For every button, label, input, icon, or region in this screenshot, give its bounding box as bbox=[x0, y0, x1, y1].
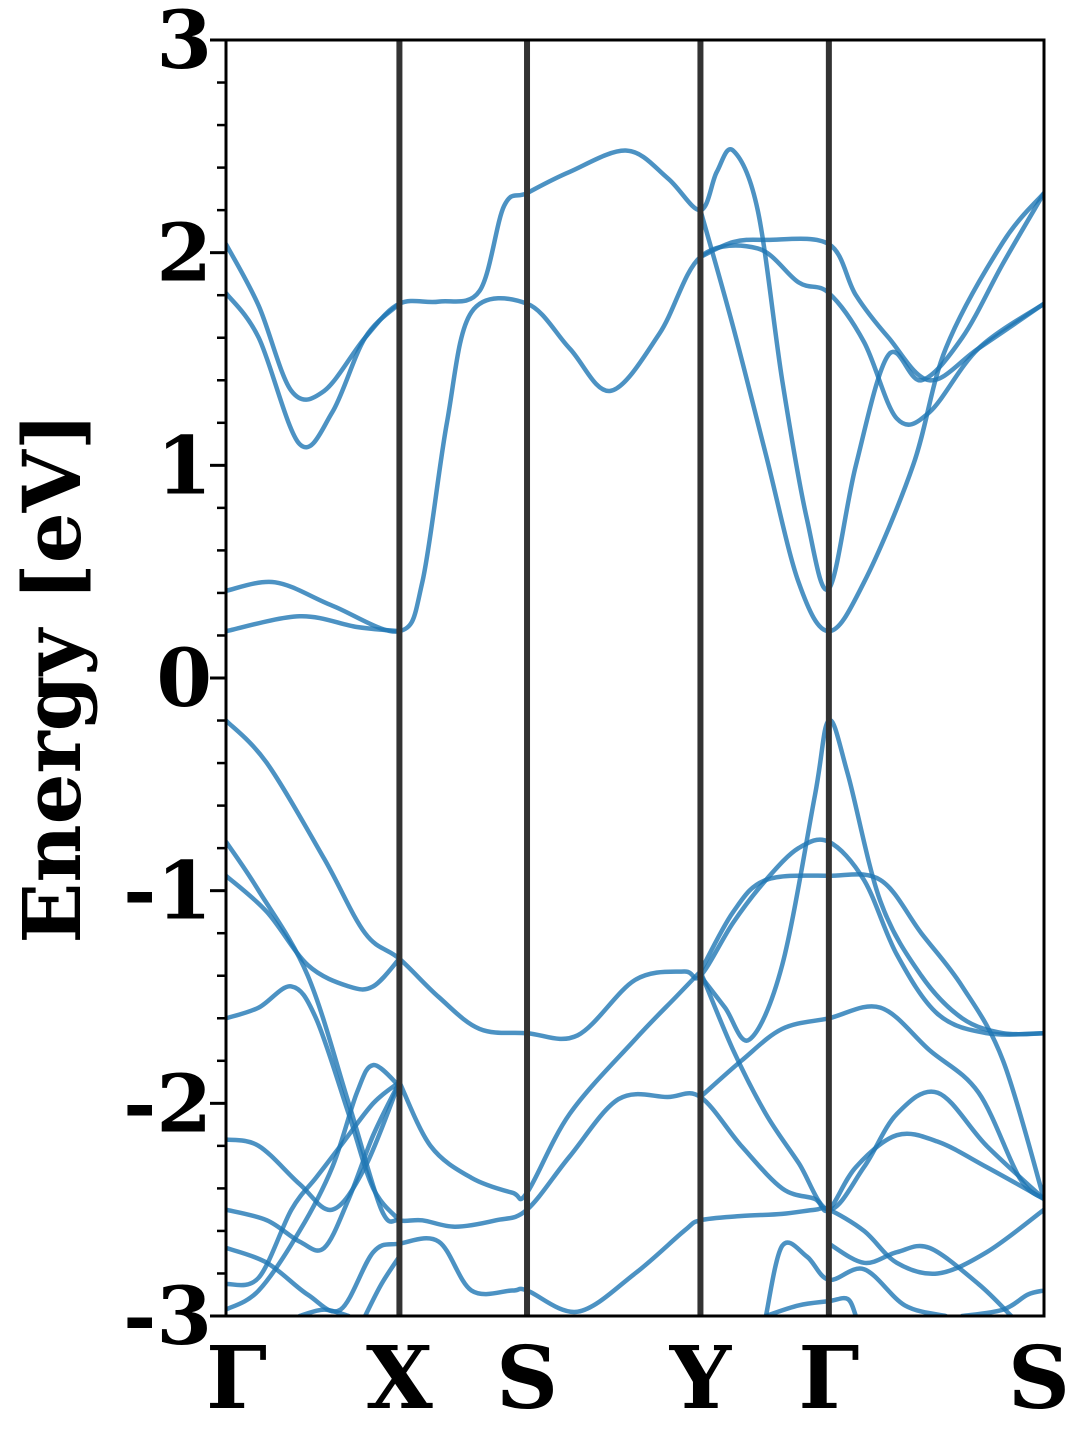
band-line-14 bbox=[698, 969, 1044, 1212]
band-line-25 bbox=[297, 1307, 351, 1316]
band-line-7 bbox=[226, 718, 1044, 1042]
band-line-4 bbox=[226, 290, 402, 450]
x-tick-label-1: Γ bbox=[206, 1328, 267, 1429]
x-tick-label-5: Γ bbox=[798, 1328, 859, 1429]
band-line-20 bbox=[226, 1062, 402, 1312]
x-tick-label-3: S bbox=[496, 1328, 558, 1429]
band-line-22 bbox=[763, 1295, 859, 1316]
y-tick-label-6: 2 bbox=[156, 206, 212, 300]
band-line-1 bbox=[226, 243, 1044, 634]
band-line-9 bbox=[226, 873, 402, 992]
band-line-12 bbox=[226, 984, 402, 1223]
y-tick-label-2: -2 bbox=[123, 1056, 212, 1150]
band-line-24 bbox=[959, 1288, 1044, 1316]
y-tick-label-3: -1 bbox=[123, 844, 212, 938]
band-line-8 bbox=[226, 839, 1044, 1229]
band-line-15 bbox=[698, 1004, 1044, 1202]
x-tick-label-2: X bbox=[366, 1328, 433, 1429]
band-line-23 bbox=[826, 1241, 1014, 1316]
band-line-2 bbox=[226, 614, 402, 634]
band-line-26 bbox=[362, 1254, 402, 1316]
band-line-18 bbox=[226, 1205, 1044, 1315]
band-line-17 bbox=[226, 1079, 402, 1253]
band-line-10 bbox=[698, 718, 1044, 1043]
y-tick-label-5: 1 bbox=[156, 418, 212, 512]
band-lines bbox=[226, 147, 1044, 1316]
band-line-19 bbox=[226, 1079, 402, 1288]
y-tick-label-1: -3 bbox=[123, 1269, 212, 1363]
x-tick-label-4: Y bbox=[669, 1328, 733, 1429]
y-tick-label-7: 3 bbox=[156, 0, 212, 87]
y-tick-label-4: 0 bbox=[156, 631, 212, 725]
band-line-6 bbox=[698, 236, 1044, 383]
y-axis-label: Energy [eV] bbox=[5, 412, 99, 943]
band-line-16 bbox=[226, 1079, 402, 1213]
kpoint-lines bbox=[396, 40, 832, 1316]
band-line-5 bbox=[698, 190, 1044, 634]
band-line-11 bbox=[698, 872, 1044, 1202]
y-axis-ticks: -3 -2 -1 0 1 2 3 bbox=[123, 0, 226, 1363]
band-line-13 bbox=[397, 969, 703, 1202]
x-tick-label-6: S bbox=[1008, 1328, 1070, 1429]
